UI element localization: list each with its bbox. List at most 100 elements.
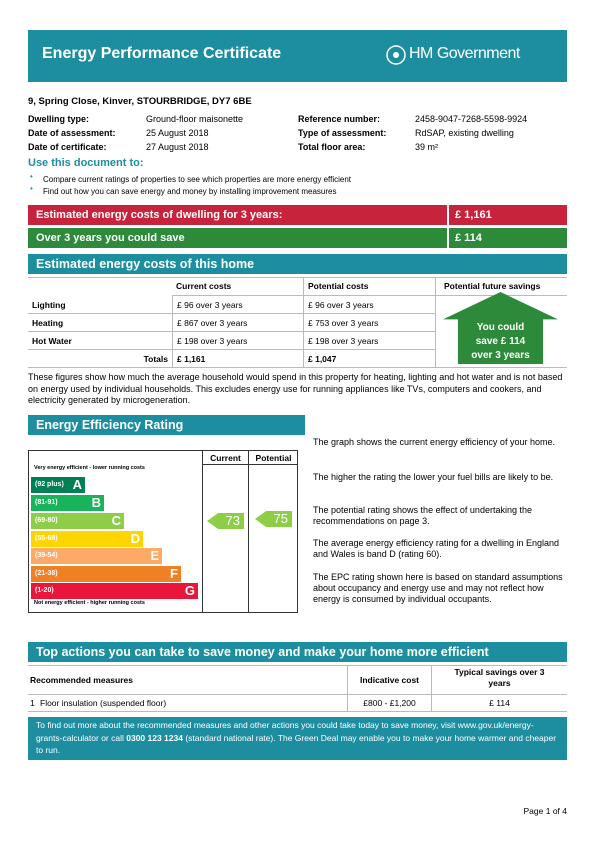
top-note: Very energy efficient - lower running co…	[34, 465, 145, 471]
info-phone: 0300 123 1234	[126, 732, 183, 743]
band-range: (39-54)	[35, 552, 58, 559]
measure-saving: £ 114	[489, 698, 510, 708]
bar-divider	[447, 228, 449, 248]
detail-label: Type of assessment:	[298, 128, 387, 138]
costs-table	[28, 277, 567, 368]
section-heading: Top actions you can take to save money a…	[28, 642, 567, 662]
cost-bar	[28, 205, 567, 225]
cell: £ 753 over 3 years	[304, 314, 436, 332]
band: (81-91) B	[31, 495, 104, 511]
detail-value: 39 m²	[415, 142, 439, 152]
column-divider	[347, 665, 432, 712]
measure-number: 1	[30, 698, 35, 708]
row-label: Totals	[28, 350, 172, 368]
row-label: Hot Water	[28, 332, 172, 350]
page-number: Page 1 of 4	[523, 806, 567, 816]
measure-cost: £800 - £1,200	[363, 698, 416, 708]
detail-value: 25 August 2018	[146, 128, 209, 138]
row-label: Lighting	[28, 296, 172, 314]
band-letter: C	[111, 513, 121, 528]
detail-label: Date of certificate:	[28, 142, 107, 152]
rating-paragraph: The higher the rating the lower your fue…	[313, 472, 554, 482]
band-letter: F	[170, 566, 178, 581]
cell: £ 1,161	[172, 350, 304, 368]
detail-value: RdSAP, existing dwelling	[415, 128, 514, 138]
cell: £ 96 over 3 years	[172, 296, 304, 314]
header-band	[28, 30, 567, 82]
column-header: Typical savings over 3 years	[454, 667, 545, 688]
detail-label: Total floor area:	[298, 142, 366, 152]
column-header: Current	[210, 453, 241, 463]
band-letter: D	[130, 531, 140, 546]
band-range: (1-20)	[35, 587, 54, 594]
section-heading: Energy Efficiency Rating	[28, 415, 305, 435]
column-header: Potential costs	[304, 277, 436, 296]
summary-value: £ 114	[455, 232, 482, 244]
band-range: (81-91)	[35, 499, 58, 506]
band-letter: G	[184, 583, 195, 598]
savings-text: You could	[476, 322, 525, 333]
summary-label: Over 3 years you could save	[36, 232, 185, 244]
savings-text: over 3 years	[471, 350, 530, 361]
summary-label: Estimated energy costs of dwelling for 3…	[36, 209, 283, 221]
bar-divider	[447, 205, 449, 248]
bullet-dot: •	[30, 172, 33, 181]
measure-name: Floor insulation (suspended floor)	[40, 698, 167, 708]
cell: £ 867 over 3 years	[172, 314, 304, 332]
column-header: Recommended measures	[30, 675, 133, 685]
bullet-dot: •	[30, 184, 33, 193]
header-title: Energy Performance Certificate	[42, 45, 282, 62]
band-range: (92 plus)	[35, 481, 64, 488]
info-box: To find out more about the recommended m…	[28, 717, 567, 760]
header-logo: HM Government	[409, 45, 520, 62]
crest-icon	[386, 45, 406, 65]
rating-column	[202, 450, 249, 613]
cell: £ 198 over 3 years	[304, 332, 436, 350]
cell: £ 198 over 3 years	[172, 332, 304, 350]
bullet-text: Compare current ratings of properties to…	[43, 175, 352, 184]
rating-chart	[28, 450, 298, 613]
cell: £ 1,047	[304, 350, 436, 368]
current-rating: 73	[207, 513, 244, 529]
band: (55-68) D	[31, 531, 143, 547]
rating-paragraph: The graph shows the current energy effic…	[313, 437, 555, 447]
row-divider	[28, 694, 567, 695]
band: (1-20) G	[31, 583, 198, 599]
info-text: To find out more about the recommended m…	[36, 720, 534, 743]
detail-label: Dwelling type:	[28, 114, 90, 124]
detail-label: Reference number:	[298, 114, 381, 124]
use-heading: Use this document to:	[28, 157, 144, 169]
column-header: Indicative cost	[359, 675, 420, 685]
summary-value: £ 1,161	[455, 209, 492, 221]
address: 9, Spring Close, Kinver, STOURBRIDGE, DY…	[28, 96, 252, 107]
band: (39-54) E	[31, 548, 162, 564]
actions-table	[28, 665, 567, 712]
band-range: (55-68)	[35, 535, 58, 542]
column-header: Potential	[255, 453, 292, 463]
cell: £ 96 over 3 years	[304, 296, 436, 314]
bottom-note: Not energy efficient - higher running co…	[34, 600, 145, 606]
detail-value: 27 August 2018	[146, 142, 209, 152]
bullet-text: Find out how you can save energy and mon…	[43, 187, 337, 196]
column-header: Current costs	[172, 277, 304, 296]
row-label: Heating	[28, 314, 172, 332]
rating-paragraph: The average energy efficiency rating for…	[313, 538, 559, 559]
rating-divider	[202, 464, 298, 465]
band-range: (21-38)	[35, 570, 58, 577]
band: (92 plus) A	[31, 477, 85, 493]
rating-paragraph: The potential rating shows the effect of…	[313, 505, 532, 526]
band: (69-80) C	[31, 513, 124, 529]
rating-paragraph: The EPC rating shown here is based on st…	[313, 572, 563, 604]
band-letter: E	[150, 548, 159, 563]
detail-value: 2458-9047-7268-5598-9924	[415, 114, 528, 124]
savings-text: save £ 114	[475, 336, 526, 347]
section-heading: Estimated energy costs of this home	[28, 254, 567, 274]
costs-note: These figures show how much the average …	[28, 372, 563, 405]
potential-rating: 75	[255, 511, 292, 527]
detail-value: Ground-floor maisonette	[146, 114, 244, 124]
band-range: (69-80)	[35, 517, 58, 524]
band: (21-38) F	[31, 566, 181, 582]
detail-label: Date of assessment:	[28, 128, 116, 138]
